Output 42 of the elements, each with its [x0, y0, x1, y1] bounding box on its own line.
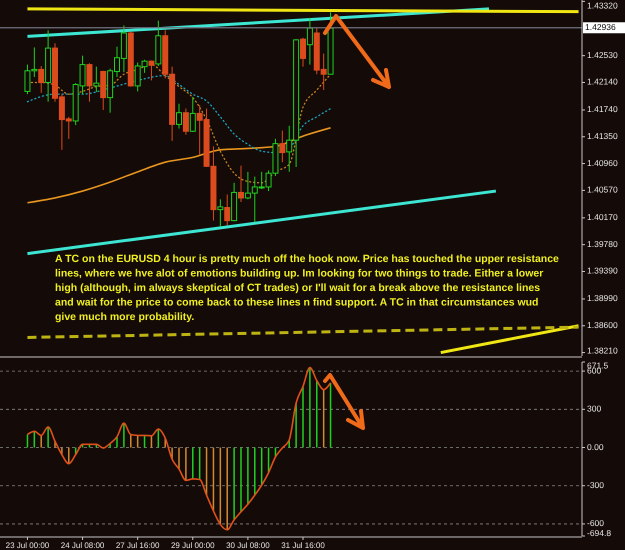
- candlestick: [86, 62, 92, 102]
- y-tick-label: 671.5: [587, 360, 609, 370]
- candlestick: [93, 66, 100, 93]
- candlestick: [182, 108, 189, 136]
- y-tick-label: 1.40960: [587, 158, 618, 168]
- ref-line-label: 1.42936: [585, 22, 616, 32]
- y-tick-label: 1.41740: [587, 104, 618, 114]
- y-tick-label: 1.42530: [587, 50, 618, 60]
- candlestick: [224, 194, 230, 226]
- candlestick: [238, 165, 244, 203]
- y-tick-label: 1.40570: [587, 184, 618, 195]
- candlestick: [279, 130, 286, 163]
- y-tick-label: 1.43320: [587, 0, 618, 10]
- x-tick-label: 24 Jul 08:00: [60, 541, 105, 550]
- x-tick-label: 30 Jul 08:00: [226, 541, 270, 550]
- y-tick-label: -694.8: [587, 528, 612, 538]
- y-tick-label: -600: [587, 518, 604, 528]
- candlestick: [306, 17, 313, 66]
- x-tick-label: 27 Jul 16:00: [116, 541, 160, 550]
- candlestick: [190, 96, 196, 132]
- candlestick: [217, 198, 224, 228]
- candlestick: [176, 103, 182, 130]
- y-tick-label: 1.38210: [587, 345, 618, 356]
- y-tick-label: 1.39780: [587, 238, 618, 249]
- y-tick-label: 1.40170: [587, 212, 618, 222]
- line-series: [26, 127, 332, 204]
- candlestick: [148, 60, 154, 81]
- line-series: [26, 366, 332, 531]
- y-tick-label: 1.38600: [587, 320, 618, 330]
- candlestick: [38, 65, 44, 94]
- y-tick-label: 1.39390: [587, 266, 618, 276]
- y-tick-label: 300: [587, 404, 602, 414]
- x-tick-label: 31 Jul 16:00: [281, 541, 326, 550]
- candlestick: [300, 37, 306, 68]
- y-tick-label: -300: [587, 480, 604, 490]
- x-tick-label: 29 Jul 00:00: [170, 541, 216, 550]
- y-tick-label: 1.42140: [587, 76, 618, 87]
- y-tick-label: 1.38990: [587, 293, 618, 304]
- x-tick-label: 23 Jul 00:00: [6, 541, 50, 550]
- y-tick-label: 0.00: [587, 442, 604, 452]
- y-tick-label: 1.41350: [587, 131, 618, 142]
- annotation: A TC on the EURUSD 4 hour is pretty much off the hook now. Price has touched the upper resistance lines, where we hve alot of emotions building up. Im looking for two things to trade. Either a lower high (although, im always skeptical of CT trades) or I'll wait for a break above the resistance lines and wait for the price to come back to these lines n find support. A TC in that circumstances wud give much more probability.: [55, 253, 560, 323]
